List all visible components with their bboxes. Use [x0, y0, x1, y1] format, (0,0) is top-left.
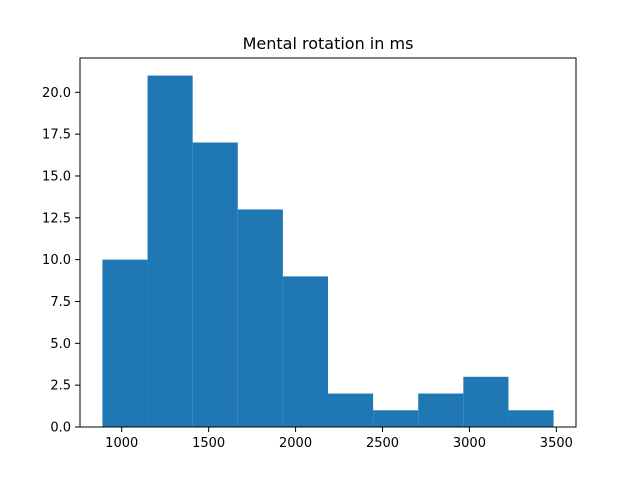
histogram-bar	[328, 393, 374, 427]
y-tick-label: 15.0	[42, 169, 71, 184]
x-tick-label: 2500	[366, 436, 399, 451]
histogram-bar	[508, 410, 554, 427]
y-tick-label: 17.5	[42, 128, 71, 143]
y-tick-label: 12.5	[42, 211, 71, 226]
y-tick-label: 0.0	[50, 421, 71, 436]
x-tick-label: 1500	[192, 436, 225, 451]
y-tick-label: 20.0	[42, 86, 71, 101]
histogram-bar	[463, 376, 509, 427]
bars-group	[102, 75, 554, 428]
x-tick-label: 1000	[105, 436, 138, 451]
histogram-bar	[373, 410, 419, 427]
histogram-bar	[282, 276, 328, 427]
chart-title: Mental rotation in ms	[243, 34, 414, 53]
histogram-bar	[418, 393, 464, 427]
y-tick-label: 10.0	[42, 253, 71, 268]
y-tick-label: 2.5	[50, 379, 71, 394]
y-axis: 0.0 2.5 5.0 7.5 10.0 12.5 15.0 17.5 20.0	[42, 86, 80, 436]
y-tick-label: 5.0	[50, 337, 71, 352]
x-tick-label: 2000	[279, 436, 312, 451]
plot-frame	[79, 57, 577, 428]
histogram-bar	[192, 142, 238, 428]
x-tick-label: 3500	[540, 436, 573, 451]
y-tick-label: 7.5	[50, 295, 71, 310]
x-axis: 1000 1500 2000 2500 3000 3500	[105, 427, 573, 451]
histogram-bar	[147, 75, 193, 428]
histogram-bar	[237, 209, 283, 427]
histogram-bar	[102, 259, 148, 427]
x-tick-label: 3000	[453, 436, 486, 451]
